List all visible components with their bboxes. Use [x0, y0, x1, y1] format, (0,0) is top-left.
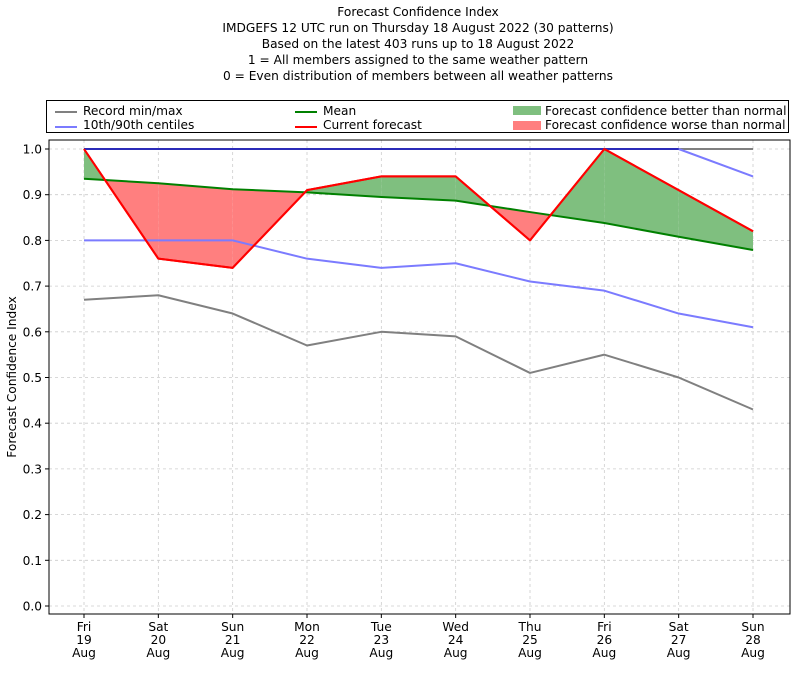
fill-areas [84, 149, 753, 268]
x-tick-label: Fri 19 Aug [72, 620, 96, 660]
y-tick-label: 0.7 [23, 280, 42, 294]
fill-better [604, 149, 679, 237]
x-tick-label: Sun 21 Aug [221, 620, 245, 660]
legend-better-label: Forecast confidence better than normal [545, 104, 787, 118]
title-line-1: Forecast Confidence Index [337, 5, 499, 19]
fill-better [550, 149, 605, 224]
x-tick-label-line: Aug [444, 646, 468, 660]
y-tick-label: 0.1 [23, 554, 42, 568]
y-tick-label: 0.6 [23, 325, 42, 339]
x-tick-label-line: Sun [741, 620, 764, 634]
title-line-2: IMDGEFS 12 UTC run on Thursday 18 August… [222, 21, 614, 35]
series-record-min [83, 294, 754, 411]
x-tick-label-line: 19 [76, 633, 92, 647]
x-tick-label: Fri 26 Aug [592, 620, 616, 660]
x-tick-label-line: Aug [221, 646, 245, 660]
series-lines [83, 148, 754, 411]
y-tick-label: 0.9 [23, 188, 42, 202]
x-tick-label-line: Tue [370, 620, 392, 634]
series-10th-centile [84, 239, 754, 329]
title-line-3: Based on the latest 403 runs up to 18 Au… [261, 37, 575, 51]
x-tick-label: Wed 24 Aug [442, 620, 469, 660]
x-tick-label-line: 26 [597, 633, 613, 647]
x-tick-label: Thu 25 Aug [518, 620, 542, 660]
legend-record-swatch [55, 111, 77, 113]
x-tick-label-line: Aug [72, 646, 96, 660]
title-line-4: 1 = All members assigned to the same wea… [247, 53, 589, 67]
x-tick-label-line: Thu [518, 620, 542, 634]
x-tick-label-line: 21 [225, 633, 241, 647]
x-tick-label-line: Mon [294, 620, 320, 634]
y-tick-label: 0.0 [23, 600, 42, 614]
x-tick-label-line: 27 [671, 633, 687, 647]
fill-better [381, 176, 456, 201]
x-tick-label-line: Aug [592, 646, 616, 660]
x-tick-label-line: 24 [448, 633, 464, 647]
x-tick-label-line: 28 [745, 633, 761, 647]
legend: Record min/max 10th/90th centiles Mean C… [46, 100, 789, 133]
series-mean [83, 177, 754, 251]
legend-centiles-swatch [55, 126, 77, 128]
series-90th-centile [84, 148, 754, 178]
legend-better-swatch [513, 106, 541, 115]
x-tick-label-line: Fri [77, 620, 92, 634]
y-tick-label: 0.2 [23, 508, 42, 522]
y-tick-label: 0.3 [23, 462, 42, 476]
legend-mean-swatch [295, 111, 317, 113]
x-tick-label: Sun 28 Aug [741, 620, 765, 660]
legend-current-swatch [295, 126, 317, 128]
x-tick-label-line: Sat [148, 620, 168, 634]
fill-better [678, 190, 753, 250]
y-tick-label: 0.8 [23, 234, 42, 248]
x-tick-label-line: Sat [669, 620, 689, 634]
legend-centiles-label: 10th/90th centiles [83, 118, 195, 132]
title-line-5: 0 = Even distribution of members between… [222, 69, 614, 83]
x-tick-label-line: Sun [221, 620, 244, 634]
x-tick-label: Mon 22 Aug [294, 620, 320, 660]
x-tick-label-line: Aug [369, 646, 393, 660]
x-tick-label-line: Fri [597, 620, 612, 634]
x-tick-label-line: Aug [667, 646, 691, 660]
legend-mean-label: Mean [323, 104, 357, 118]
y-tick-label: 0.4 [23, 417, 43, 431]
y-axis-label: Forecast Confidence Index [5, 296, 19, 457]
x-tick-label-line: Wed [442, 620, 469, 634]
x-tick-label-line: Aug [146, 646, 170, 660]
x-tick-label-line: 22 [299, 633, 315, 647]
x-tick-label: Sat 20 Aug [146, 620, 170, 660]
x-tick-label: Sat 27 Aug [667, 620, 691, 660]
legend-worse-swatch [513, 121, 541, 130]
x-tick-label-line: 25 [522, 633, 538, 647]
chart-title: Forecast Confidence Index IMDGEFS 12 UTC… [0, 4, 800, 84]
x-tick-label-line: 20 [151, 633, 167, 647]
x-tick-label-line: Aug [518, 646, 542, 660]
x-tick-label-line: 23 [374, 633, 390, 647]
legend-worse-label: Forecast confidence worse than normal [545, 118, 786, 132]
y-tick-label: 0.5 [23, 371, 42, 385]
y-tick-label: 1.0 [23, 143, 42, 157]
x-tick-label-line: Aug [741, 646, 765, 660]
fill-better [307, 176, 382, 197]
x-tick-label: Tue 23 Aug [369, 620, 393, 660]
fill-worse [158, 183, 233, 268]
legend-current-label: Current forecast [323, 118, 422, 132]
legend-record-label: Record min/max [83, 104, 183, 118]
x-tick-label-line: Aug [295, 646, 319, 660]
y-axis: 0.0 0.1 0.2 0.3 0.4 0.5 0.6 0.7 0.8 0.9 1.0 [23, 143, 49, 614]
series-current-forecast-top [83, 148, 754, 269]
